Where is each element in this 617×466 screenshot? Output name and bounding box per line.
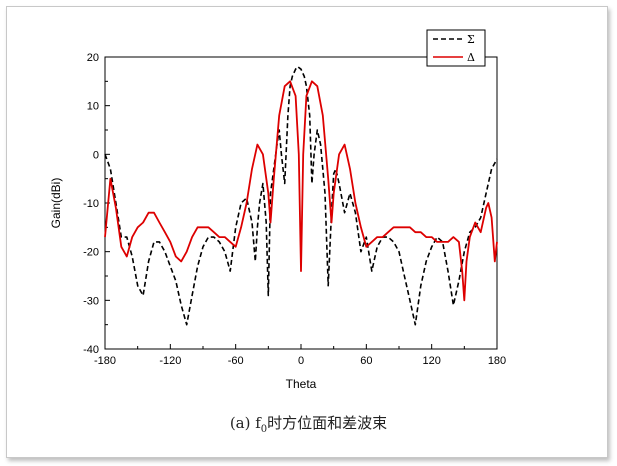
x-tick-label: 0	[298, 355, 304, 367]
y-tick-label: -20	[83, 247, 99, 259]
y-axis-title: Gain(dBi)	[49, 178, 63, 229]
caption-subscript: 0	[260, 424, 268, 435]
x-tick-label: 180	[488, 355, 506, 367]
x-tick-label: 120	[422, 355, 440, 367]
y-tick-label: 20	[87, 52, 99, 64]
y-tick-label: 0	[93, 149, 99, 161]
caption-suffix: 时方位面和差波束	[267, 414, 388, 432]
x-tick-label: -120	[159, 355, 181, 367]
legend: Σ Δ	[426, 29, 486, 67]
x-axis-title: Theta	[286, 377, 317, 391]
figure-caption: (a) f0时方位面和差波束	[0, 412, 617, 435]
y-tick-label: -30	[83, 295, 99, 307]
x-tick-label: -60	[228, 355, 244, 367]
plot-border	[104, 56, 498, 350]
series-sigma-line	[104, 65, 498, 326]
y-axis-ticks: -40 -30 -20 -10 0 10 20	[83, 52, 110, 356]
series-layer	[104, 65, 498, 326]
x-axis-ticks: -180 -120 -60 0 60 120 180	[94, 344, 506, 367]
legend-label-sigma: Σ	[467, 33, 475, 46]
legend-label-delta: Δ	[467, 51, 475, 64]
x-tick-label: 60	[360, 355, 372, 367]
series-delta-line	[104, 80, 498, 302]
y-tick-label: -10	[83, 198, 99, 210]
y-tick-label: 10	[87, 101, 99, 113]
legend-box	[426, 29, 486, 67]
x-tick-label: -180	[94, 355, 116, 367]
y-tick-label: -40	[83, 344, 99, 356]
caption-prefix: (a) f	[229, 414, 261, 432]
plot-area	[104, 56, 498, 350]
